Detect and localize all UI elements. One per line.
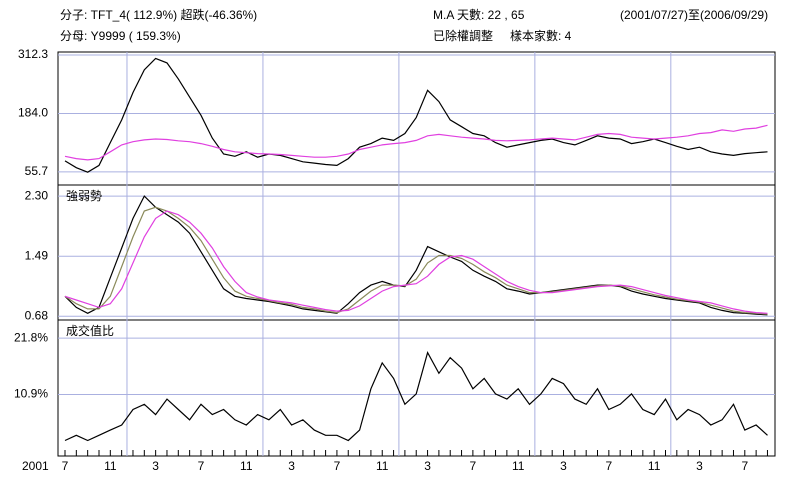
x-tick-label: 7	[470, 459, 477, 473]
series-line	[64, 206, 768, 315]
y-tick-label: 1.49	[25, 248, 49, 262]
y-tick-label: 10.9%	[14, 387, 48, 401]
panel-title: 成交值比	[66, 323, 114, 338]
header-text: M.A 天數: 22 , 65	[433, 8, 525, 22]
y-tick-label: 184.0	[18, 106, 48, 120]
header-text: 已除權調整	[433, 28, 493, 43]
x-tick-label: 7	[605, 459, 612, 473]
x-tick-label: 11	[648, 459, 661, 473]
header-text: 樣本家數: 4	[510, 28, 572, 43]
x-tick-label: 3	[152, 459, 159, 473]
x-tick-label: 7	[62, 459, 69, 473]
x-tick-label: 7	[334, 459, 341, 473]
y-tick-label: 312.3	[18, 47, 48, 61]
x-tick-label: 3	[424, 459, 431, 473]
plot-frame	[57, 51, 776, 457]
header-text: (2001/07/27)至(2006/09/29)	[620, 8, 768, 22]
y-tick-label: 21.8%	[14, 330, 48, 344]
x-tick-label: 3	[288, 459, 295, 473]
y-tick-label: 55.7	[25, 164, 49, 178]
x-tick-label: 3	[560, 459, 567, 473]
x-tick-label: 11	[512, 459, 525, 473]
series-line	[64, 210, 768, 314]
x-tick-label: 11	[104, 459, 117, 473]
x-tick-label: 11	[240, 459, 253, 473]
x-year-label: 2001	[22, 459, 49, 473]
series-line	[64, 57, 768, 173]
x-tick-label: 7	[741, 459, 748, 473]
x-tick-label: 3	[696, 459, 703, 473]
header-text: 分母: Y9999 ( 159.3%)	[60, 29, 181, 43]
series-line	[64, 124, 768, 161]
x-tick-label: 11	[376, 459, 389, 473]
x-tick-label: 7	[198, 459, 205, 473]
y-tick-label: 2.30	[25, 188, 49, 202]
y-tick-label: 0.68	[25, 308, 49, 322]
series-line	[64, 195, 768, 316]
series-line	[64, 351, 768, 442]
panel-title: 強弱勢	[66, 188, 102, 203]
header-text: 分子: TFT_4( 112.9%) 超跌(-46.36%)	[60, 7, 257, 22]
